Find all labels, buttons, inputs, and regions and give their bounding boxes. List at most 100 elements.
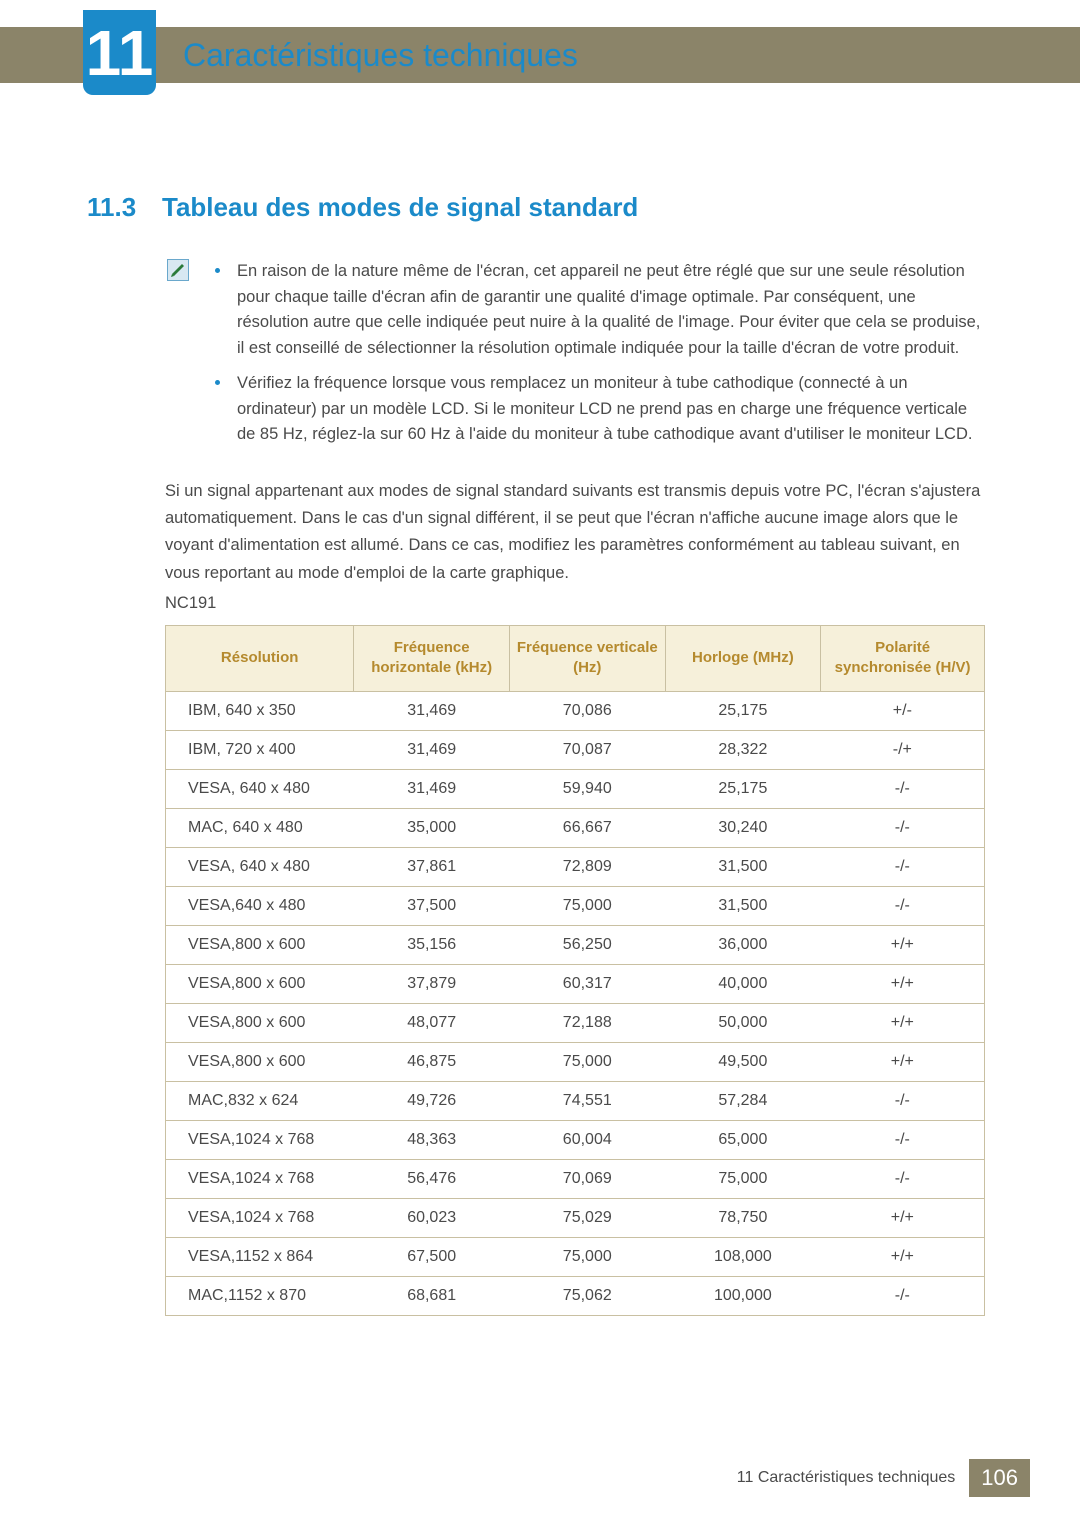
table-row: VESA, 640 x 48037,86172,80931,500-/- bbox=[166, 847, 985, 886]
chapter-number: 11 bbox=[86, 21, 154, 85]
table-cell: +/+ bbox=[821, 1003, 985, 1042]
table-cell: VESA,1024 x 768 bbox=[166, 1198, 354, 1237]
table-row: MAC, 640 x 48035,00066,66730,240-/- bbox=[166, 808, 985, 847]
table-cell: 48,077 bbox=[354, 1003, 510, 1042]
signal-mode-table: Résolution Fréquence horizontale (kHz) F… bbox=[165, 625, 985, 1316]
table-cell: 59,940 bbox=[509, 769, 665, 808]
note-item: En raison de la nature même de l'écran, … bbox=[215, 259, 985, 361]
page-number: 106 bbox=[969, 1459, 1030, 1497]
table-cell: 30,240 bbox=[665, 808, 821, 847]
footer-text: 11 Caractéristiques techniques bbox=[737, 1469, 956, 1487]
table-cell: 49,500 bbox=[665, 1042, 821, 1081]
table-row: VESA, 640 x 48031,46959,94025,175-/- bbox=[166, 769, 985, 808]
table-cell: 75,062 bbox=[509, 1276, 665, 1315]
table-row: MAC,832 x 62449,72674,55157,284-/- bbox=[166, 1081, 985, 1120]
table-cell: -/+ bbox=[821, 730, 985, 769]
table-cell: 40,000 bbox=[665, 964, 821, 1003]
table-cell: 68,681 bbox=[354, 1276, 510, 1315]
table-cell: -/- bbox=[821, 886, 985, 925]
table-cell: 70,069 bbox=[509, 1159, 665, 1198]
table-cell: IBM, 640 x 350 bbox=[166, 691, 354, 730]
col-hfreq: Fréquence horizontale (kHz) bbox=[354, 626, 510, 692]
table-row: IBM, 640 x 35031,46970,08625,175+/- bbox=[166, 691, 985, 730]
note-text: En raison de la nature même de l'écran, … bbox=[237, 262, 980, 357]
model-label: NC191 bbox=[165, 594, 216, 613]
table-row: VESA,1024 x 76856,47670,06975,000-/- bbox=[166, 1159, 985, 1198]
chapter-title: Caractéristiques techniques bbox=[183, 37, 578, 74]
page-footer: 11 Caractéristiques techniques 106 bbox=[737, 1459, 1030, 1497]
table-cell: 60,004 bbox=[509, 1120, 665, 1159]
table-cell: VESA,800 x 600 bbox=[166, 1003, 354, 1042]
note-list: En raison de la nature même de l'écran, … bbox=[215, 259, 985, 458]
table-cell: 25,175 bbox=[665, 769, 821, 808]
table-cell: -/- bbox=[821, 808, 985, 847]
table-cell: IBM, 720 x 400 bbox=[166, 730, 354, 769]
table-cell: 36,000 bbox=[665, 925, 821, 964]
table-cell: 75,000 bbox=[509, 886, 665, 925]
table-cell: -/- bbox=[821, 847, 985, 886]
bullet-icon bbox=[215, 380, 220, 385]
table-cell: 65,000 bbox=[665, 1120, 821, 1159]
table-cell: 78,750 bbox=[665, 1198, 821, 1237]
section-number: 11.3 bbox=[87, 192, 136, 223]
col-polarity: Polarité synchronisée (H/V) bbox=[821, 626, 985, 692]
table-cell: 75,000 bbox=[509, 1237, 665, 1276]
table-cell: VESA,640 x 480 bbox=[166, 886, 354, 925]
table-cell: +/+ bbox=[821, 1042, 985, 1081]
table-cell: 66,667 bbox=[509, 808, 665, 847]
table-cell: MAC,1152 x 870 bbox=[166, 1276, 354, 1315]
bullet-icon bbox=[215, 268, 220, 273]
table-cell: 60,023 bbox=[354, 1198, 510, 1237]
note-text: Vérifiez la fréquence lorsque vous rempl… bbox=[237, 374, 972, 443]
table-cell: VESA,1024 x 768 bbox=[166, 1159, 354, 1198]
table-cell: 31,469 bbox=[354, 691, 510, 730]
table-row: VESA,800 x 60037,87960,31740,000+/+ bbox=[166, 964, 985, 1003]
table-cell: VESA,1024 x 768 bbox=[166, 1120, 354, 1159]
table-cell: 49,726 bbox=[354, 1081, 510, 1120]
table-cell: VESA,800 x 600 bbox=[166, 925, 354, 964]
table-cell: 74,551 bbox=[509, 1081, 665, 1120]
table-cell: +/+ bbox=[821, 1237, 985, 1276]
table-cell: 46,875 bbox=[354, 1042, 510, 1081]
table-cell: 75,029 bbox=[509, 1198, 665, 1237]
intro-paragraph: Si un signal appartenant aux modes de si… bbox=[165, 478, 985, 587]
table-cell: -/- bbox=[821, 769, 985, 808]
table-cell: -/- bbox=[821, 1276, 985, 1315]
table-cell: VESA, 640 x 480 bbox=[166, 769, 354, 808]
table-cell: +/+ bbox=[821, 1198, 985, 1237]
table-row: VESA,800 x 60048,07772,18850,000+/+ bbox=[166, 1003, 985, 1042]
table-cell: 31,500 bbox=[665, 886, 821, 925]
table-cell: 37,500 bbox=[354, 886, 510, 925]
table-cell: 57,284 bbox=[665, 1081, 821, 1120]
table-cell: 31,469 bbox=[354, 730, 510, 769]
table-cell: -/- bbox=[821, 1120, 985, 1159]
table-row: MAC,1152 x 87068,68175,062100,000-/- bbox=[166, 1276, 985, 1315]
table-cell: 31,469 bbox=[354, 769, 510, 808]
table-cell: 72,188 bbox=[509, 1003, 665, 1042]
table-cell: 75,000 bbox=[509, 1042, 665, 1081]
table-cell: 25,175 bbox=[665, 691, 821, 730]
table-cell: 56,476 bbox=[354, 1159, 510, 1198]
table-cell: +/+ bbox=[821, 925, 985, 964]
table-cell: 31,500 bbox=[665, 847, 821, 886]
table-cell: 28,322 bbox=[665, 730, 821, 769]
table-row: VESA,1152 x 86467,50075,000108,000+/+ bbox=[166, 1237, 985, 1276]
table-cell: 67,500 bbox=[354, 1237, 510, 1276]
table-cell: 35,156 bbox=[354, 925, 510, 964]
table-cell: VESA,800 x 600 bbox=[166, 1042, 354, 1081]
table-cell: 56,250 bbox=[509, 925, 665, 964]
table-cell: -/- bbox=[821, 1159, 985, 1198]
note-item: Vérifiez la fréquence lorsque vous rempl… bbox=[215, 371, 985, 448]
table-cell: MAC,832 x 624 bbox=[166, 1081, 354, 1120]
table-row: IBM, 720 x 40031,46970,08728,322-/+ bbox=[166, 730, 985, 769]
table-cell: MAC, 640 x 480 bbox=[166, 808, 354, 847]
col-resolution: Résolution bbox=[166, 626, 354, 692]
table-cell: 100,000 bbox=[665, 1276, 821, 1315]
section-title: Tableau des modes de signal standard bbox=[162, 192, 638, 223]
table-cell: 70,087 bbox=[509, 730, 665, 769]
table-row: VESA,800 x 60035,15656,25036,000+/+ bbox=[166, 925, 985, 964]
note-icon bbox=[167, 259, 189, 281]
table-cell: -/- bbox=[821, 1081, 985, 1120]
table-cell: VESA,1152 x 864 bbox=[166, 1237, 354, 1276]
table-cell: 75,000 bbox=[665, 1159, 821, 1198]
